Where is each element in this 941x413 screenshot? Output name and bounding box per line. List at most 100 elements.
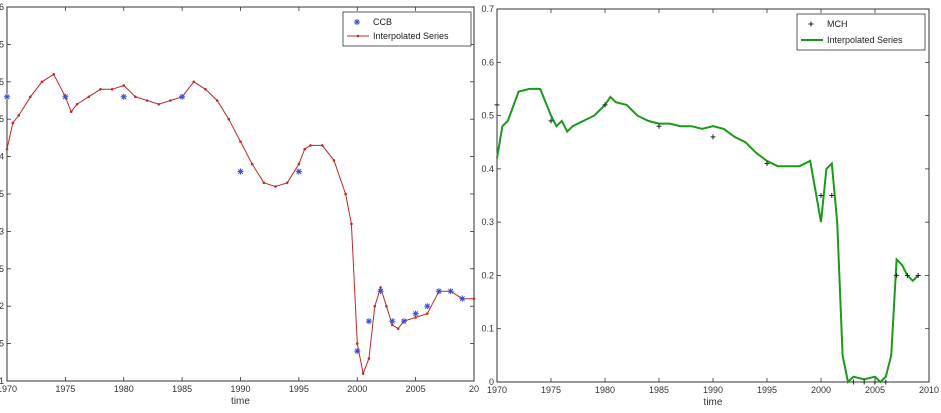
x-tick-label: 2000 xyxy=(811,385,831,395)
x-tick-label: 1975 xyxy=(55,384,75,394)
observed-point-mch xyxy=(710,134,716,140)
interpolated-point xyxy=(239,140,242,143)
x-tick-label: 1970 xyxy=(487,385,507,395)
y-tick-label: 0.6 xyxy=(0,2,4,12)
y-tick-label: 0 xyxy=(489,377,494,387)
legend-marker-star xyxy=(354,19,360,25)
legend-label-observed: CCB xyxy=(373,17,392,27)
observed-point-mch xyxy=(494,102,500,108)
observed-point-ccb xyxy=(424,303,431,310)
legend-line-dot xyxy=(356,34,360,38)
interpolated-point xyxy=(204,87,207,91)
x-tick-label: 1970 xyxy=(0,384,17,394)
y-tick-label: 0.1 xyxy=(0,376,4,386)
observed-point-mch xyxy=(656,123,662,129)
interpolated-point xyxy=(227,117,231,121)
observed-point-ccb xyxy=(365,318,372,325)
observed-point-mch xyxy=(602,102,608,108)
interpolated-point xyxy=(69,110,73,114)
interpolated-point xyxy=(274,185,277,188)
interpolated-point xyxy=(250,162,254,166)
observed-point-mch xyxy=(894,272,900,278)
x-axis-label: time xyxy=(231,396,250,407)
x-tick-label: 1995 xyxy=(289,384,309,394)
x-tick-label: 1985 xyxy=(172,384,192,394)
interpolated-point xyxy=(285,181,289,185)
interpolated-point xyxy=(110,87,114,91)
y-tick-label: 0.6 xyxy=(481,57,494,67)
y-tick-label: 0.2 xyxy=(481,270,494,280)
legend: CCB Interpolated Series xyxy=(342,11,472,47)
interpolated-point xyxy=(390,323,394,327)
observed-point-mch xyxy=(861,379,867,385)
observed-point-mch xyxy=(904,272,910,278)
x-tick-label: 1980 xyxy=(595,385,615,395)
y-tick-label: 0.2 xyxy=(0,301,4,311)
legend-label-observed: MCH xyxy=(827,19,848,29)
observed-point-mch xyxy=(829,193,835,198)
interpolated-series-line xyxy=(496,87,919,385)
legend-box xyxy=(342,11,472,47)
interpolated-point xyxy=(361,372,365,375)
observed-point-ccb xyxy=(62,93,69,100)
y-tick-label: 0.35 xyxy=(0,189,4,199)
observed-point-ccb xyxy=(412,310,419,317)
interpolated-point xyxy=(396,327,400,330)
interpolated-point xyxy=(355,342,359,345)
x-tick-label: 1990 xyxy=(703,385,723,395)
interpolated-point xyxy=(29,95,32,99)
interpolated-point xyxy=(262,181,266,185)
legend-label-interpolated: Interpolated Series xyxy=(827,35,903,45)
interpolated-point xyxy=(122,84,126,87)
y-tick-label: 0.55 xyxy=(0,39,4,49)
x-axis-label: time xyxy=(704,397,723,408)
interpolated-point xyxy=(426,312,429,315)
interpolated-point xyxy=(134,95,137,99)
y-tick-label: 0.15 xyxy=(0,339,4,349)
interpolated-point xyxy=(379,286,382,289)
y-tick-label: 0.5 xyxy=(0,77,4,87)
observed-point-ccb xyxy=(237,168,244,175)
x-tick-label: 1995 xyxy=(757,385,777,395)
observed-point-mch xyxy=(872,379,878,385)
x-tick-label: 2010 xyxy=(919,385,939,395)
interpolated-point xyxy=(320,144,324,147)
interpolated-point xyxy=(303,147,307,151)
observed-point-ccb xyxy=(435,288,442,295)
observed-point-mch xyxy=(915,272,921,278)
interpolated-point xyxy=(40,80,44,84)
plot-frame xyxy=(496,8,930,383)
x-tick-label: 2000 xyxy=(347,384,367,394)
interpolated-point xyxy=(367,357,371,360)
observed-point-ccb xyxy=(447,288,454,295)
observed-point-ccb xyxy=(389,318,396,325)
x-tick-label: 20 xyxy=(469,384,479,394)
interpolated-point xyxy=(192,80,196,84)
observed-point-mch xyxy=(883,379,889,385)
observed-point-ccb xyxy=(295,168,302,175)
interpolated-point xyxy=(350,222,353,226)
observed-point-mch xyxy=(850,379,856,385)
observed-point-mch xyxy=(548,118,554,124)
interpolated-point xyxy=(52,73,55,76)
x-tick-label: 2005 xyxy=(865,385,885,395)
observed-point-ccb xyxy=(459,295,466,302)
interpolated-point xyxy=(75,102,79,106)
y-tick-label: 0.45 xyxy=(0,114,4,124)
y-tick-label: 0.1 xyxy=(481,324,494,334)
y-tick-label: 0.3 xyxy=(0,226,4,236)
interpolated-point xyxy=(17,114,20,117)
y-tick-label: 0.4 xyxy=(481,164,494,174)
interpolated-point xyxy=(297,162,301,166)
y-tick-label: 0.4 xyxy=(0,152,4,162)
interpolated-point xyxy=(332,159,336,162)
plot-frame xyxy=(6,6,475,382)
interpolated-point xyxy=(87,95,91,99)
interpolated-point xyxy=(385,304,388,308)
interpolated-point xyxy=(472,297,476,301)
y-tick-label: 0.5 xyxy=(481,111,494,121)
observed-point-mch xyxy=(818,193,824,198)
x-tick-label: 1985 xyxy=(649,385,669,395)
x-tick-label: 1990 xyxy=(230,384,250,394)
